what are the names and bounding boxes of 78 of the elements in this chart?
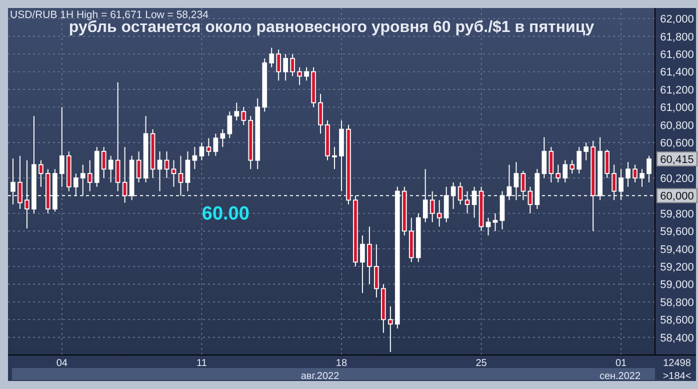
candlestick: [632, 164, 638, 183]
y-tick-label: 61,200: [660, 84, 694, 96]
candlestick: [304, 66, 309, 82]
chart-subtitle: USD/RUB 1H High = 61,671 Low = 58,234: [10, 9, 209, 21]
candlestick: [388, 306, 393, 352]
candlestick: [486, 217, 491, 236]
candlestick: [241, 106, 246, 126]
candlestick: [290, 54, 295, 77]
y-tick-label: 61,000: [660, 102, 694, 114]
y-tick-label: 58,400: [660, 332, 694, 344]
text: 12498: [663, 358, 692, 369]
candlestick: [450, 182, 456, 210]
x-tick-label: 11: [196, 358, 208, 369]
y-tick-label: 61,800: [660, 31, 694, 44]
x-tick-label: 18: [336, 358, 348, 369]
x-tick-label: 01: [615, 358, 628, 369]
y-tick-label: 62,000: [660, 14, 694, 26]
candlestick: [227, 111, 232, 139]
x-tick-label: 04: [56, 358, 68, 369]
candlestick: [234, 102, 240, 121]
y-tick-label: 61,600: [660, 49, 694, 62]
candlestick: [542, 136, 547, 178]
text: сен.2022: [599, 371, 641, 382]
candlestick: [584, 142, 589, 161]
candlestick: [115, 82, 120, 192]
candlestick: [59, 106, 64, 188]
candlestick: [164, 150, 170, 178]
candlestick: [276, 49, 282, 82]
y-tick-label: 59,200: [660, 261, 694, 274]
annotation: 60.00: [202, 204, 250, 225]
candlestick: [374, 244, 379, 298]
candlestick: [492, 212, 498, 232]
y-tick-label: 58,800: [660, 296, 694, 309]
candlestick: [269, 47, 274, 68]
x-tick-label: 25: [476, 358, 488, 369]
y-tick-label: 59,400: [660, 244, 694, 256]
candlestick: [213, 133, 218, 156]
text: >184<: [662, 371, 692, 382]
candlestick: [38, 160, 44, 188]
candlestick: [136, 150, 142, 183]
candlestick: [604, 149, 610, 178]
annotation: 60,415: [660, 154, 694, 166]
candlestick: [171, 160, 176, 188]
y-tick-label: 61,400: [660, 66, 694, 79]
y-tick-label: 60,200: [660, 172, 694, 185]
y-tick-label: 59,600: [660, 226, 694, 238]
candlestick: [626, 162, 630, 188]
candlestick: [332, 146, 337, 170]
candlestick: [87, 160, 92, 192]
candlestick: [548, 146, 554, 183]
y-tick-label: 58,600: [660, 314, 694, 327]
candlestick: [562, 160, 568, 183]
candlestick: [206, 138, 212, 156]
candlestick: [108, 155, 114, 183]
candlestick: [101, 146, 106, 178]
ref-line-label: 60,000: [660, 190, 694, 203]
candlestick: [570, 160, 575, 174]
candlestick: [157, 150, 162, 192]
candlestick: [556, 164, 561, 183]
y-tick-label: 59,000: [660, 279, 694, 292]
candlestick: [199, 142, 204, 161]
y-tick-label: 59,800: [660, 208, 694, 220]
y-tick-label: 60,600: [660, 138, 694, 150]
candlestick: [360, 234, 365, 294]
candlestick: [646, 155, 652, 183]
text: рубль останется около равновесного уровня 60 руб./$1 в пятницу: [68, 19, 594, 36]
candlestick: [318, 93, 323, 134]
candlestick: [367, 226, 372, 285]
y-tick-label: 60,800: [660, 120, 694, 132]
candlestick: [185, 150, 190, 192]
candlestick: [220, 128, 226, 148]
candlestick: [297, 66, 302, 86]
candlestick: [576, 146, 582, 174]
candlestick: [436, 200, 442, 228]
text: авг.2022: [300, 371, 340, 382]
candlestick: [640, 168, 644, 188]
candlestick: [192, 146, 198, 170]
candlestick: [283, 54, 288, 82]
